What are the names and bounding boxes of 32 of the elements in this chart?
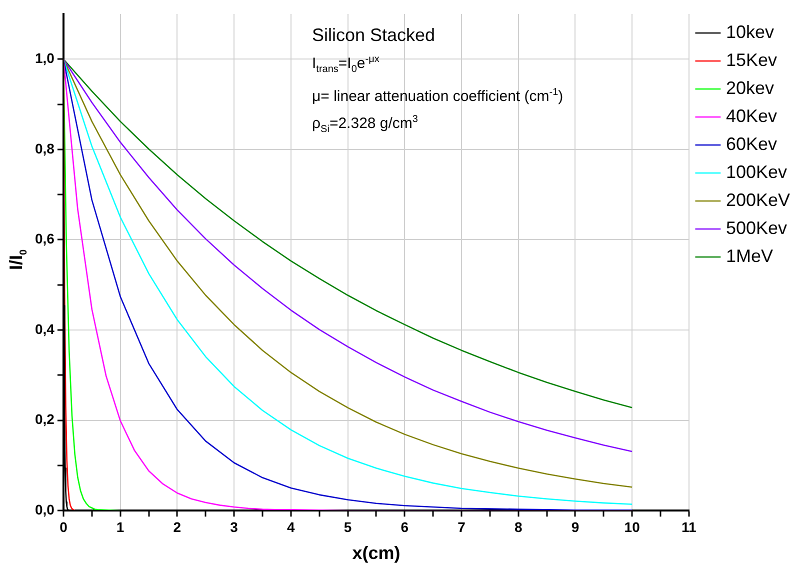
x-tick-label: 2 xyxy=(173,518,182,535)
legend-label: 500Kev xyxy=(726,218,788,238)
x-tick-label: 9 xyxy=(571,518,580,535)
x-tick-label: 4 xyxy=(287,518,296,535)
legend-label: 60Kev xyxy=(726,134,777,154)
y-tick-label: 0,2 xyxy=(34,411,55,428)
x-axis-title: x(cm) xyxy=(352,543,400,564)
legend-label: 15Kev xyxy=(726,50,777,70)
x-tick-label: 3 xyxy=(230,518,238,535)
x-tick-label: 5 xyxy=(344,518,352,535)
y-tick-label: 0,8 xyxy=(34,140,55,156)
annotation: Silicon Stacked xyxy=(312,24,436,47)
x-tick-label: 6 xyxy=(400,518,409,535)
y-tick-label: 0,4 xyxy=(34,320,55,337)
x-tick-label: 1 xyxy=(116,518,124,535)
x-tick-label: 8 xyxy=(514,518,522,535)
legend-label: 10kev xyxy=(726,22,774,42)
x-tick-label: 7 xyxy=(458,518,466,535)
y-tick-label: 0,0 xyxy=(34,501,55,518)
legend-label: 200KeV xyxy=(726,190,790,210)
x-tick-label: 11 xyxy=(682,518,697,535)
x-tick-label: 10 xyxy=(624,518,640,535)
x-tick-label: 0 xyxy=(60,518,68,535)
legend-label: 20kev xyxy=(726,78,774,98)
annotation: ρ$_{Si}$=2.328 g/cm$^{3}$ xyxy=(312,113,419,137)
annotation: μ= linear attenuation coefficient (cm$^{-1}$) xyxy=(312,86,564,107)
y-tick-label: 0,6 xyxy=(34,230,55,247)
annotation: I$_{trans}$=I$_{0}$e$^{-μx}$ xyxy=(312,53,380,77)
y-tick-label: 1,0 xyxy=(34,50,55,66)
legend-label: 100Kev xyxy=(726,162,788,182)
legend-label: 1MeV xyxy=(726,246,773,266)
legend-label: 40Kev xyxy=(726,106,777,126)
